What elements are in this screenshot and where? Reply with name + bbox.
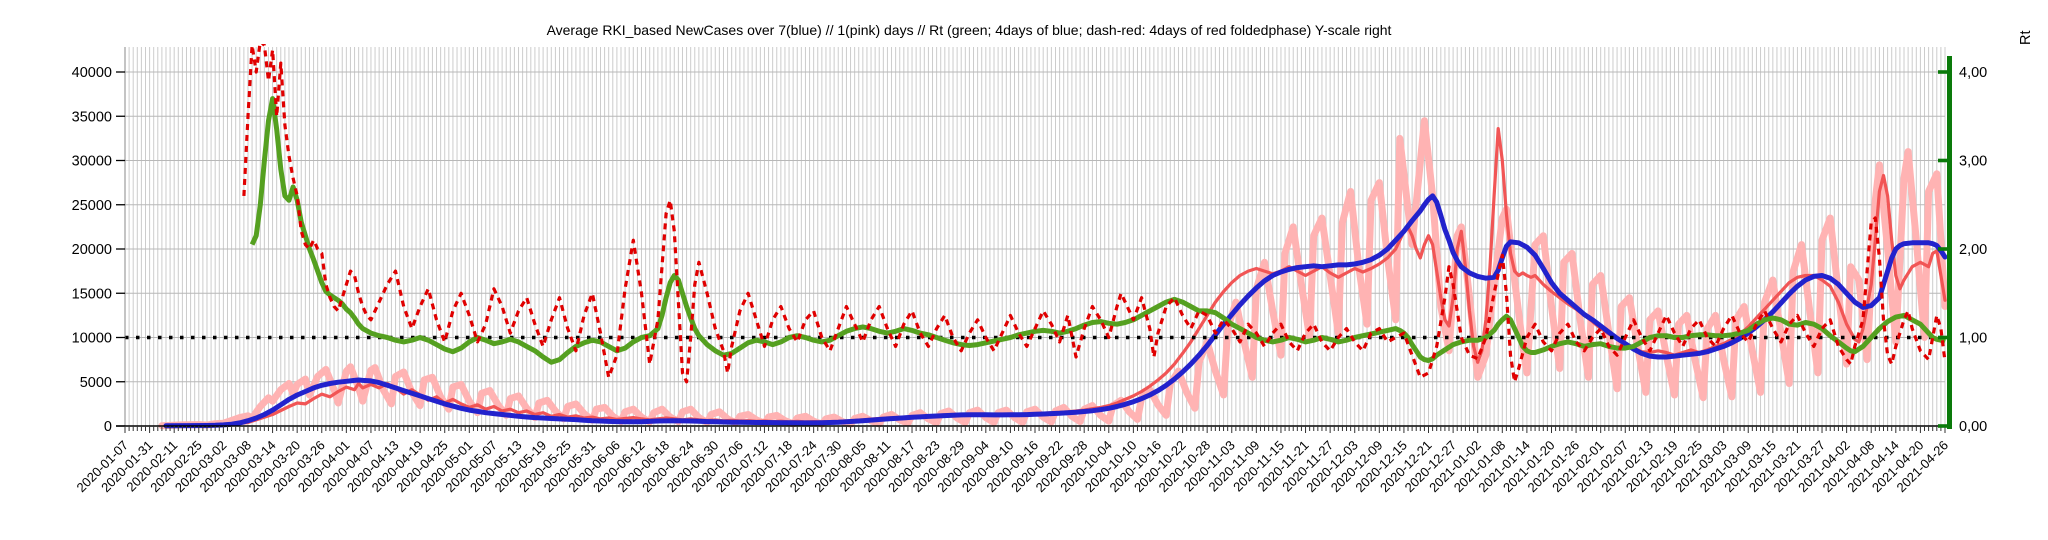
right-axis-title: Rt bbox=[2018, 31, 2034, 46]
left-axis-label: 15000 bbox=[72, 286, 112, 302]
left-axis-label: 20000 bbox=[72, 242, 112, 258]
right-axis-label: 2,00 bbox=[1959, 242, 1987, 258]
right-axis-tick bbox=[1938, 424, 1947, 428]
chart-title: Average RKI_based NewCases over 7(blue) … bbox=[546, 22, 1392, 38]
left-axis-label: 40000 bbox=[72, 65, 112, 81]
left-axis-label: 35000 bbox=[72, 109, 112, 125]
left-axis-label: 0 bbox=[104, 419, 112, 435]
right-axis-line bbox=[1947, 56, 1952, 429]
left-axis-label: 25000 bbox=[72, 198, 112, 214]
right-axis-tick bbox=[1938, 70, 1947, 74]
right-axis-label: 0,00 bbox=[1959, 419, 1987, 435]
series-red-foldedphase bbox=[221, 127, 1947, 427]
right-axis-tick bbox=[1938, 247, 1947, 251]
series-dashred-rt bbox=[242, 44, 1947, 384]
right-axis-label: 1,00 bbox=[1959, 331, 1987, 347]
left-axis-label: 5000 bbox=[80, 375, 112, 391]
series-pink-daily bbox=[158, 117, 1949, 430]
right-axis-label: 3,00 bbox=[1959, 154, 1987, 170]
left-axis-label: 30000 bbox=[72, 154, 112, 170]
series-blue-7day bbox=[163, 193, 1948, 429]
right-axis-tick bbox=[1938, 335, 1947, 340]
left-axis-label: 10000 bbox=[72, 331, 112, 347]
right-axis-label: 4,00 bbox=[1959, 65, 1987, 81]
right-axis-tick bbox=[1938, 158, 1947, 163]
